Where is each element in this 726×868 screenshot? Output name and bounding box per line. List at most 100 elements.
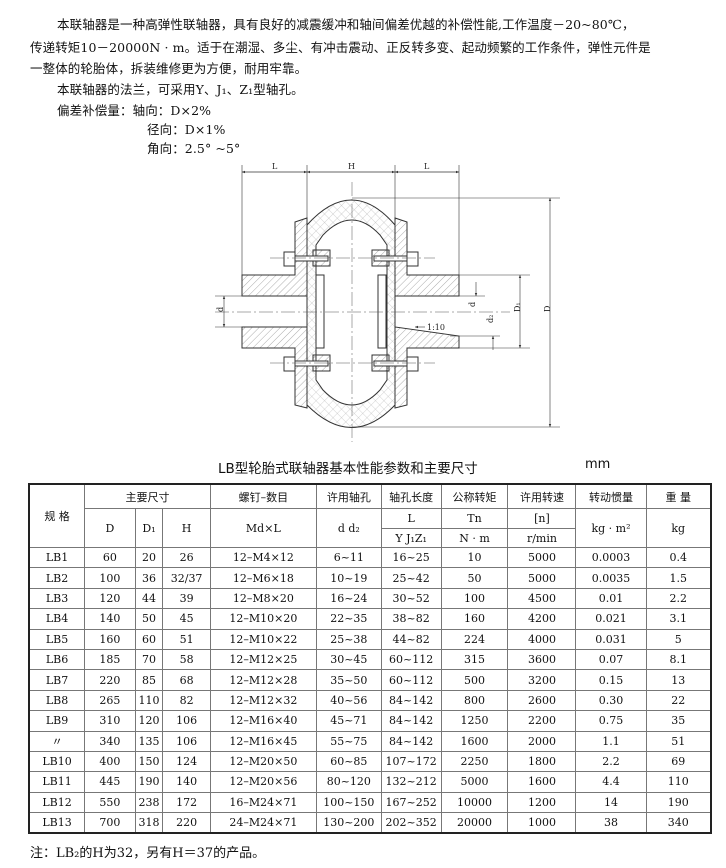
table-cell: 0.0035 [575, 567, 647, 589]
table-cell: 12–M16×40 [209, 710, 317, 732]
intro-line: 本联轴器的法兰，可采用Y、J₁、Z₁型轴孔。 [57, 82, 304, 97]
table-cell: 16~24 [315, 587, 382, 610]
table-row: LB13 700 318 220 24–M24×71 130~200 202~352 2000… [28, 812, 712, 834]
table-cell: 224 [440, 628, 509, 650]
table-cell: 0.021 [575, 608, 647, 630]
table-cell: 30~45 [315, 648, 382, 671]
table-cell: 1600 [507, 771, 577, 793]
table-cell: 36 [134, 567, 164, 589]
table-cell: 800 [440, 689, 509, 712]
table-cell: 39 [162, 587, 211, 610]
table-cell: 12–M10×20 [209, 608, 317, 630]
bolt [406, 356, 419, 372]
dim-d2: d₂ [486, 315, 495, 323]
table-row: LB3 120 44 39 12–M8×20 16~24 30~52 100 4500 0.01 2… [28, 587, 712, 610]
table-title: LB型轮胎式联轴器基本性能参数和主要尺寸 [218, 461, 478, 477]
header-H: H [162, 508, 211, 548]
table-cell: 2.2 [645, 587, 712, 610]
table-cell: 38 [575, 812, 647, 834]
header-bore-length-types: Y J₁Z₁ [380, 528, 442, 548]
table-cell: 82 [162, 689, 211, 712]
table-cell: 50 [440, 567, 509, 589]
table-cell: 6~11 [315, 546, 382, 569]
table-cell: 100 [440, 587, 509, 610]
table-cell: LB9 [28, 710, 86, 732]
table-cell: 〃 [28, 730, 86, 752]
table-row: LB10 400 150 124 12–M20×50 60~85 107~172 2250 18… [28, 750, 712, 773]
dim-L-left: L [272, 162, 278, 171]
table-cell: 2600 [507, 689, 577, 712]
table-cell: 85 [134, 669, 164, 691]
table-row: LB11 445 190 140 12–M20×56 80~120 132~212 5000 1… [28, 771, 712, 793]
table-row: LB4 140 50 45 12–M10×20 22~35 38~82 160 4200 0.02… [28, 608, 712, 630]
table-row: LB12 550 238 172 16–M24×71 100~150 167~252 1000… [28, 791, 712, 814]
table-cell: 25~42 [380, 567, 442, 589]
header-speed-unit: r/min [507, 528, 577, 548]
table-cell: 35 [645, 710, 712, 732]
dim-d-right: d [468, 302, 477, 307]
table-cell: 25~38 [315, 628, 382, 650]
table-cell: 1000 [507, 812, 577, 834]
table-row: LB7 220 85 68 12–M12×28 35~50 60~112 500 3200 0.1… [28, 669, 712, 691]
table-cell: 13 [645, 669, 712, 691]
table-cell: LB8 [28, 689, 86, 712]
table-cell: 2200 [507, 710, 577, 732]
table-cell: 500 [440, 669, 509, 691]
table-cell: 1.1 [575, 730, 647, 752]
table-cell: 45 [162, 608, 211, 630]
table-unit: mm [585, 457, 611, 472]
table-cell: 12–M12×28 [209, 669, 317, 691]
header-D: D [84, 508, 136, 548]
table-cell: 140 [84, 608, 136, 630]
table-cell: 5000 [440, 771, 509, 793]
dim-L-right: L [424, 162, 430, 171]
table-cell: 5 [645, 628, 712, 650]
table-cell: 120 [134, 710, 164, 732]
table-cell: 185 [84, 648, 136, 671]
table-cell: LB12 [28, 791, 86, 814]
table-cell: 44~82 [380, 628, 442, 650]
header-torque-unit: N · m [440, 528, 509, 548]
table-cell: 4.4 [575, 771, 647, 793]
table-row: LB6 185 70 58 12–M12×25 30~45 60~112 315 3600 0.0… [28, 648, 712, 671]
table-cell: 40~56 [315, 689, 382, 712]
dim-D1: D₁ [513, 302, 522, 312]
table-cell: 3.1 [645, 608, 712, 630]
table-row: LB2 100 36 32/37 12–M6×18 10~19 25~42 50 5000 0.0… [28, 567, 712, 589]
table-cell: 5000 [507, 546, 577, 569]
table-cell: 44 [134, 587, 164, 610]
table-cell: 318 [134, 812, 164, 834]
table-cell: 70 [134, 648, 164, 671]
table-cell: LB3 [28, 587, 86, 610]
bolt [406, 251, 419, 267]
table-cell: 135 [134, 730, 164, 752]
table-cell: LB7 [28, 669, 86, 691]
table-cell: 0.4 [645, 546, 712, 569]
table-cell: 0.01 [575, 587, 647, 610]
table-cell: LB10 [28, 750, 86, 773]
table-cell: 51 [645, 730, 712, 752]
table-cell: 12–M16×45 [209, 730, 317, 752]
header-speed: 许用转速 [507, 483, 577, 509]
table-cell: 3600 [507, 648, 577, 671]
table-cell: 16–M24×71 [209, 791, 317, 814]
table-cell: 4500 [507, 587, 577, 610]
table-cell: 5000 [507, 567, 577, 589]
table-cell: 550 [84, 791, 136, 814]
header-weight: 重 量 [645, 483, 712, 509]
table-cell: 0.30 [575, 689, 647, 712]
table-cell: 68 [162, 669, 211, 691]
table-cell: 132~212 [380, 771, 442, 793]
table-cell: 172 [162, 791, 211, 814]
table-cell: 10 [440, 546, 509, 569]
table-cell: 45~71 [315, 710, 382, 732]
header-bore-length: 轴孔长度 [380, 483, 442, 509]
table-cell: 1.5 [645, 567, 712, 589]
header-torque: 公称转矩 [440, 483, 509, 509]
table-cell: 130~200 [315, 812, 382, 834]
table-cell: 0.07 [575, 648, 647, 671]
table-cell: 8.1 [645, 648, 712, 671]
table-cell: 50 [134, 608, 164, 630]
table-cell: 4000 [507, 628, 577, 650]
header-speed-sym: [n] [507, 508, 577, 529]
